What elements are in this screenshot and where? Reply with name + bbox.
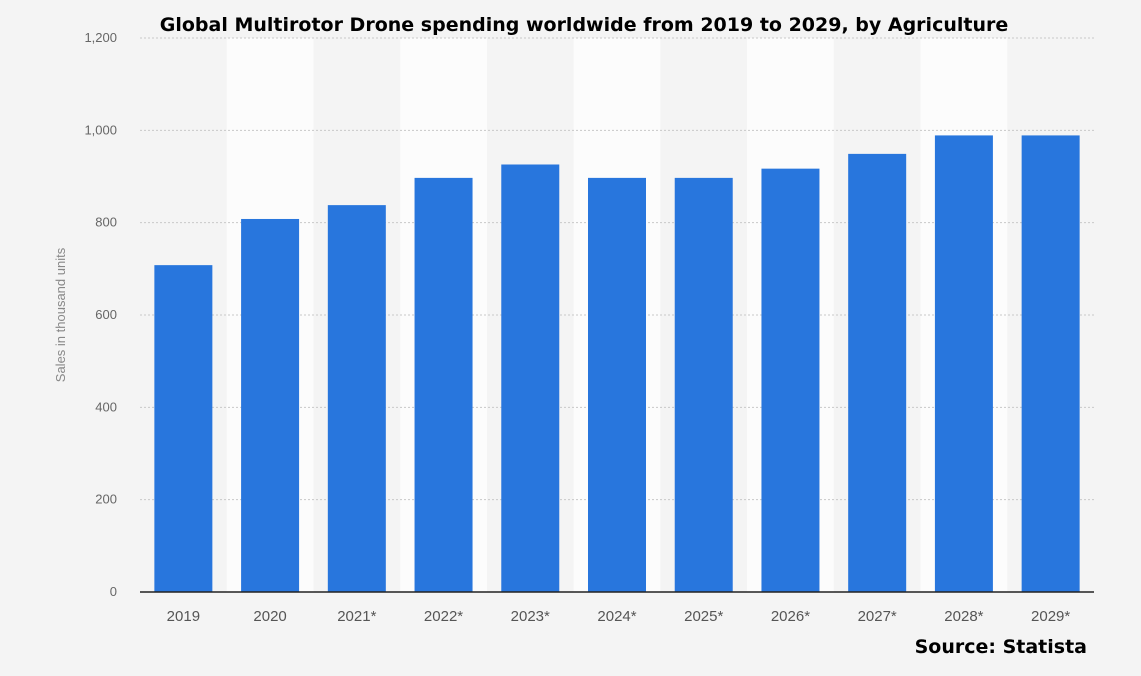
chart-title: Global Multirotor Drone spending worldwi… xyxy=(160,14,1008,36)
y-tick-label: 0 xyxy=(110,584,117,599)
y-tick-label: 200 xyxy=(95,492,117,507)
bar xyxy=(501,164,560,592)
x-tick-label: 2027* xyxy=(858,608,897,625)
x-tick-labels: 2019 2020 2021* 2022* 2023* 2024* 2025* 2026* 20… xyxy=(167,608,1071,625)
y-tick-label: 400 xyxy=(95,399,117,414)
y-tick-label: 800 xyxy=(95,215,117,230)
y-axis-title: Sales in thousand units xyxy=(53,247,68,382)
bar xyxy=(154,265,213,592)
source-label: Source: Statista xyxy=(915,636,1087,658)
bar xyxy=(241,218,300,592)
bar xyxy=(327,205,386,592)
x-tick-label: 2029* xyxy=(1031,608,1070,625)
bar xyxy=(674,177,733,592)
x-tick-label: 2021* xyxy=(337,608,376,625)
y-tick-label: 600 xyxy=(95,307,117,322)
x-tick-label: 2028* xyxy=(944,608,983,625)
bar xyxy=(414,177,473,592)
bar xyxy=(761,168,820,592)
x-tick-label: 2025* xyxy=(684,608,723,625)
x-tick-label: 2022* xyxy=(424,608,463,625)
bar xyxy=(588,177,646,592)
y-tick-label: 1,200 xyxy=(84,30,117,45)
x-tick-label: 2023* xyxy=(511,608,550,625)
bar xyxy=(1021,135,1080,592)
x-tick-label: 2024* xyxy=(597,608,636,625)
x-tick-label: 2026* xyxy=(771,608,810,625)
bar xyxy=(848,153,907,592)
bar xyxy=(934,135,993,592)
x-tick-label: 2020 xyxy=(253,608,286,625)
y-tick-label: 1,000 xyxy=(84,122,117,137)
x-tick-label: 2019 xyxy=(167,608,200,625)
bars xyxy=(154,135,1080,592)
y-tick-labels: 0 200 400 600 800 1,000 1,200 xyxy=(84,30,117,599)
